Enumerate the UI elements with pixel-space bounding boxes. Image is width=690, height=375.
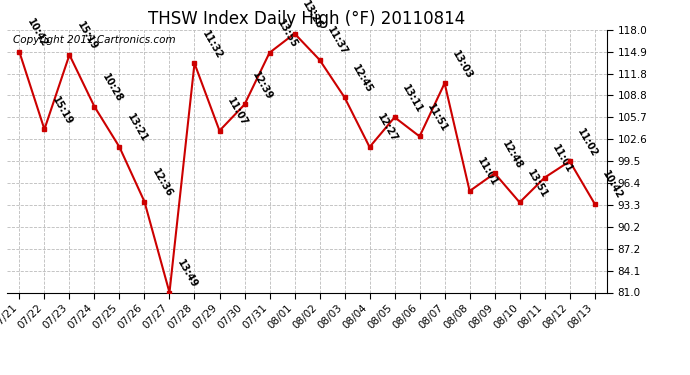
Text: 13:51: 13:51 xyxy=(525,168,549,200)
Title: THSW Index Daily High (°F) 20110814: THSW Index Daily High (°F) 20110814 xyxy=(148,10,466,28)
Text: 11:07: 11:07 xyxy=(225,96,249,128)
Text: 12:48: 12:48 xyxy=(500,139,524,171)
Text: 11:01: 11:01 xyxy=(550,143,574,175)
Text: 12:45: 12:45 xyxy=(350,63,374,94)
Text: 13:21: 13:21 xyxy=(125,112,149,144)
Text: 15:19: 15:19 xyxy=(50,95,74,126)
Text: 11:37: 11:37 xyxy=(325,25,349,57)
Text: 13:55: 13:55 xyxy=(275,18,299,50)
Text: Copyright 2011 Cartronics.com: Copyright 2011 Cartronics.com xyxy=(13,35,175,45)
Text: 12:39: 12:39 xyxy=(250,70,274,102)
Text: 12:27: 12:27 xyxy=(375,112,400,144)
Text: 11:32: 11:32 xyxy=(200,29,224,61)
Text: 11:51: 11:51 xyxy=(425,102,449,134)
Text: 11:02: 11:02 xyxy=(575,127,600,159)
Text: 15:19: 15:19 xyxy=(75,20,99,52)
Text: 13:03: 13:03 xyxy=(450,49,474,80)
Text: 13:11: 13:11 xyxy=(400,82,424,114)
Text: 10:28: 10:28 xyxy=(100,72,124,104)
Text: 13:49: 13:49 xyxy=(175,258,199,290)
Text: 10:42: 10:42 xyxy=(600,169,624,201)
Text: 12:36: 12:36 xyxy=(150,167,174,199)
Text: 11:01: 11:01 xyxy=(475,156,500,188)
Text: 10:42: 10:42 xyxy=(25,17,49,49)
Text: 13:26: 13:26 xyxy=(300,0,324,31)
